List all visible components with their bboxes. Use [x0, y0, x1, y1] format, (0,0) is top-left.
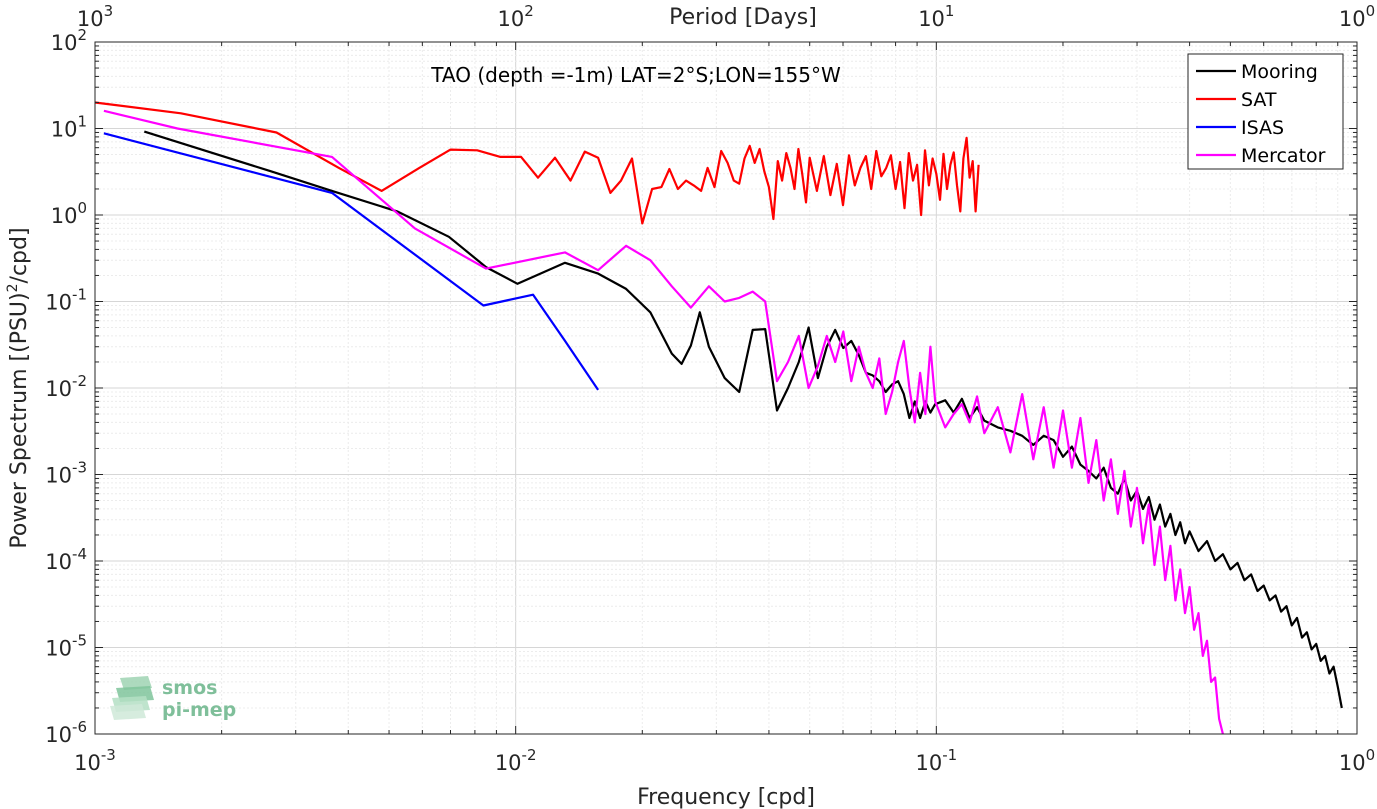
y-tick-label: 10-4	[45, 545, 87, 574]
x-tick-label: 100	[1339, 746, 1375, 775]
y-tick-label: 10-1	[45, 286, 87, 315]
y-tick-label: 10-2	[45, 372, 87, 401]
legend-label-mooring: Mooring	[1241, 61, 1318, 83]
y-axis-title-main: Power Spectrum [(PSU)	[7, 292, 32, 548]
series-line-mercator	[103, 109, 1224, 735]
legend-label-isas: ISAS	[1241, 117, 1284, 139]
series-lines	[94, 101, 1343, 735]
x2-tick-label: 102	[498, 2, 534, 31]
chart-annotation: TAO (depth =-1m) LAT=2°S;LON=155°W	[430, 63, 841, 87]
x2-tick-label: 100	[1339, 2, 1375, 31]
legend: Mooring SAT ISAS Mercator	[1187, 53, 1344, 170]
y-tick-label: 100	[51, 199, 87, 228]
x2-tick-label: 103	[77, 2, 113, 31]
y-axis-title: Power Spectrum [(PSU)2/cpd]	[5, 227, 32, 548]
legend-label-mercator: Mercator	[1241, 145, 1326, 167]
logo-line-1: smos	[162, 677, 217, 699]
series-line-mooring	[143, 130, 1343, 709]
top-axis-title: Period [Days]	[669, 5, 817, 30]
y-tick-label: 101	[51, 113, 87, 142]
legend-items: Mooring SAT ISAS Mercator	[1196, 61, 1326, 167]
legend-box	[1187, 53, 1344, 170]
x-axis-title: Frequency [cpd]	[637, 785, 815, 809]
series-line-isas	[103, 132, 600, 391]
logo-line-2: pi-mep	[162, 699, 236, 721]
legend-label-sat: SAT	[1241, 89, 1277, 111]
logo-mark	[110, 676, 154, 720]
y-axis-title-sup: 2	[5, 283, 21, 292]
series-line-sat	[94, 101, 980, 225]
x-tick-label: 10-2	[495, 746, 537, 775]
y-tick-label: 10-3	[45, 459, 87, 488]
smos-pi-mep-logo: smos pi-mep	[110, 676, 236, 721]
y-tick-label: 10-6	[45, 718, 87, 747]
y-tick-label: 10-5	[45, 632, 87, 661]
x2-tick-label: 101	[918, 2, 954, 31]
x-tick-label: 10-1	[915, 746, 957, 775]
y-tick-label: 102	[51, 26, 87, 55]
x-tick-label: 10-3	[74, 746, 116, 775]
y-axis-title-tail: /cpd]	[7, 227, 32, 283]
